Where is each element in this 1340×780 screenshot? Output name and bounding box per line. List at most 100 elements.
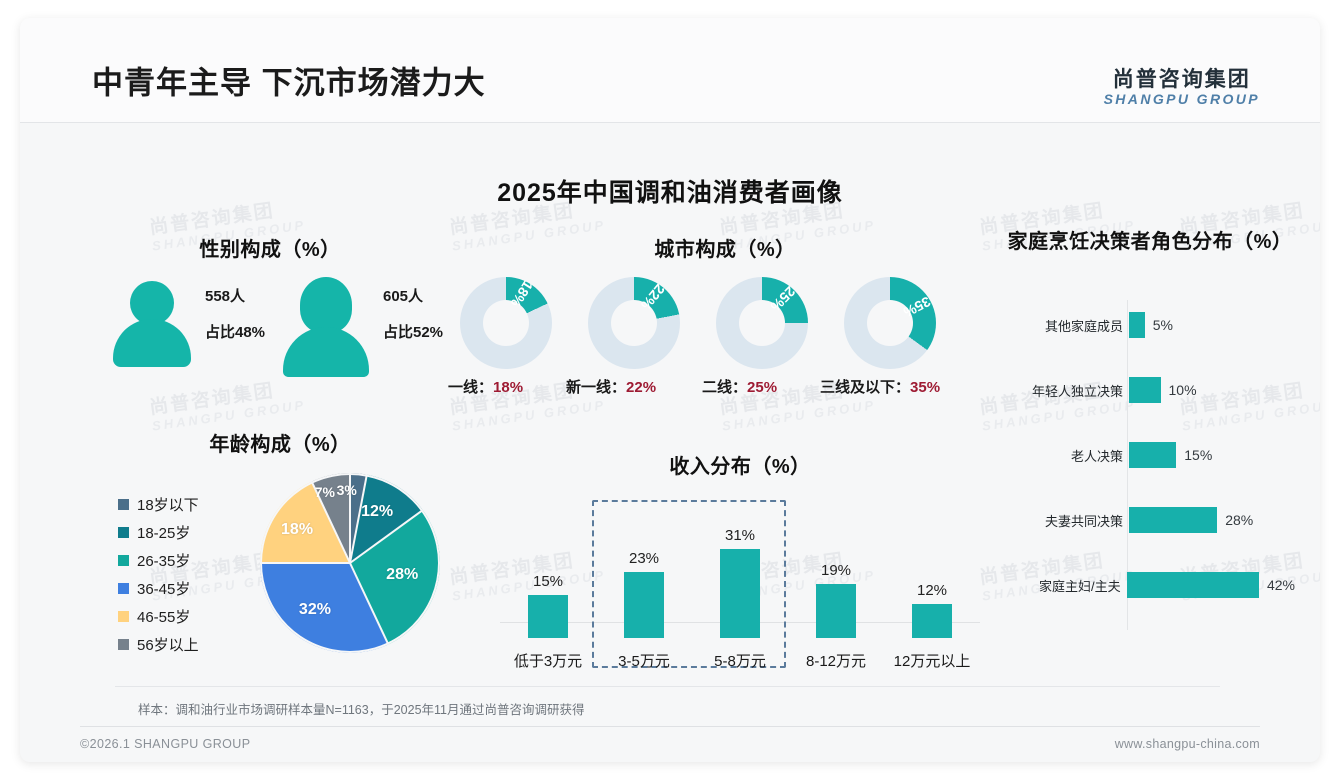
age-legend: 18岁以下 18-25岁 26-35岁 36-45岁 46-55岁 56岁以上: [118, 490, 199, 658]
gender-title: 性别构成（%）: [199, 239, 341, 261]
logo-text-en: SHANGPU GROUP: [1103, 90, 1260, 107]
donut-hole: [739, 300, 785, 346]
income-bar-category: 5-8万元: [714, 653, 766, 670]
roles-section: 家庭烹饪决策者角色分布（%） 其他家庭成员 5% 年轻人独立决策 10% 老人决策 15%…: [1005, 230, 1295, 630]
legend-label: 36-45岁: [137, 580, 191, 598]
male-share: 占比48%: [205, 324, 266, 341]
header-bar: 中青年主导 下沉市场潜力大 尚普咨询集团 SHANGPU GROUP: [20, 18, 1320, 123]
city-label-text: 二线：: [702, 379, 748, 396]
donut-hole: [611, 300, 657, 346]
role-value: 15%: [1184, 447, 1213, 463]
city-label-value: 22%: [626, 379, 657, 396]
role-bar: [1129, 377, 1161, 403]
legend-label: 46-55岁: [137, 608, 191, 626]
page-title: 中青年主导 下沉市场潜力大: [92, 65, 486, 101]
age-legend-item: 18岁以下: [118, 490, 199, 518]
role-bar-row: 年轻人独立决策 10%: [1005, 377, 1295, 403]
role-label: 家庭主妇/主夫: [1039, 578, 1121, 594]
male-count: 558人: [205, 288, 246, 305]
age-legend-item: 46-55岁: [118, 602, 199, 630]
pie-value-label: 3%: [336, 482, 357, 499]
age-legend-item: 18-25岁: [118, 518, 199, 546]
role-label: 夫妻共同决策: [1044, 513, 1123, 529]
female-count: 605人: [383, 288, 424, 305]
city-donut-二线: 25%: [716, 277, 808, 369]
income-bar-value: 15%: [532, 573, 564, 591]
income-bar-category: 8-12万元: [805, 653, 867, 670]
footnote-divider: [115, 686, 1220, 687]
income-bar: [528, 595, 568, 638]
income-bar-column: 12% 12万元以上: [884, 582, 980, 671]
role-label: 年轻人独立决策: [1031, 383, 1123, 399]
infographic-title: 2025年中国调和油消费者画像: [497, 179, 843, 207]
income-bar: [912, 603, 952, 638]
role-bar: [1129, 442, 1177, 468]
legend-swatch: [118, 638, 129, 650]
role-bar-row: 其他家庭成员 5%: [1005, 312, 1295, 338]
age-legend-item: 26-35岁: [118, 546, 199, 574]
role-value: 5%: [1152, 317, 1173, 333]
legend-swatch: [118, 582, 129, 594]
pie-value-label: 28%: [386, 566, 419, 584]
income-bar: [624, 572, 664, 638]
role-bar-row: 夫妻共同决策 28%: [1005, 507, 1295, 533]
pie-slice-divider: [260, 562, 350, 564]
legend-label: 18岁以下: [137, 496, 199, 514]
age-section: 年龄构成（%） 18岁以下 18-25岁 26-35岁 36-45岁 46-55岁 56岁…: [110, 428, 450, 668]
footer-divider: [80, 726, 1260, 727]
income-bar-category: 3-5万元: [618, 653, 670, 670]
age-pie-chart: [260, 473, 440, 653]
income-bar: [816, 583, 856, 638]
footer-website[interactable]: www.shangpu-china.com: [1114, 737, 1260, 751]
legend-label: 18-25岁: [137, 524, 191, 542]
gender-section: 性别构成（%） 558人 占比48% 605人 占比52%: [105, 233, 443, 377]
age-legend-item: 36-45岁: [118, 574, 199, 602]
pie-value-label: 32%: [298, 600, 331, 618]
legend-swatch: [118, 610, 129, 622]
city-label-新一线: 新一线：22%: [566, 376, 656, 397]
income-section: 收入分布（%） 15% 低于3万元 23% 3-5万元 31% 5-8万元 19% 8-12万…: [490, 450, 990, 675]
role-value: 10%: [1168, 382, 1197, 398]
pie-value-label: 12%: [361, 503, 394, 521]
logo-text-cn: 尚普咨询集团: [1112, 68, 1251, 91]
footer-copyright: ©2026.1 SHANGPU GROUP: [80, 737, 251, 751]
roles-title: 家庭烹饪决策者角色分布（%）: [1007, 231, 1293, 253]
donut-hole: [867, 300, 913, 346]
roles-baseline: [1127, 300, 1128, 630]
role-bar: [1126, 572, 1259, 598]
role-value: 42%: [1266, 577, 1295, 593]
role-bar: [1129, 507, 1218, 533]
pie-value-label: 7%: [314, 483, 335, 500]
city-label-text: 一线：: [448, 379, 494, 396]
income-bar-value: 31%: [724, 527, 756, 545]
role-bar-row: 家庭主妇/主夫 42%: [1005, 572, 1295, 598]
city-label-一线: 一线：18%: [448, 376, 523, 397]
legend-swatch: [118, 554, 129, 566]
slide-canvas: 尚普咨询集团 SHANGPU GROUP 尚普咨询集团 SHANGPU GROUP 尚普…: [20, 18, 1320, 762]
city-label-text: 新一线：: [566, 379, 627, 396]
income-bar-column: 19% 8-12万元: [788, 562, 884, 671]
legend-swatch: [118, 498, 129, 510]
income-bar-category: 低于3万元: [513, 653, 583, 670]
city-label-value: 35%: [910, 379, 941, 396]
pie-slice-divider: [349, 473, 351, 563]
footnote-text: 样本：调和油行业市场调研样本量N=1163，于2025年11月通过尚普咨询调研获…: [138, 703, 585, 717]
pie-slice-divider: [349, 562, 390, 645]
pie-value-label: 18%: [281, 520, 314, 538]
city-title: 城市构成（%）: [654, 239, 796, 261]
income-bar-column: 31% 5-8万元: [692, 527, 788, 671]
legend-swatch: [118, 526, 129, 538]
income-bar-value: 12%: [916, 581, 948, 599]
city-label-三线及以下: 三线及以下：35%: [820, 376, 940, 397]
income-bar: [720, 549, 760, 638]
male-silhouette-icon: [113, 281, 191, 367]
role-label: 其他家庭成员: [1044, 318, 1123, 334]
income-bar-value: 19%: [820, 561, 852, 579]
age-legend-item: 56岁以上: [118, 630, 199, 658]
city-donut-三线及以下: 35%: [844, 277, 936, 369]
city-label-value: 18%: [493, 379, 524, 396]
legend-label: 26-35岁: [137, 552, 191, 570]
income-bar-category: 12万元以上: [893, 653, 971, 670]
income-bar-column: 23% 3-5万元: [596, 550, 692, 671]
